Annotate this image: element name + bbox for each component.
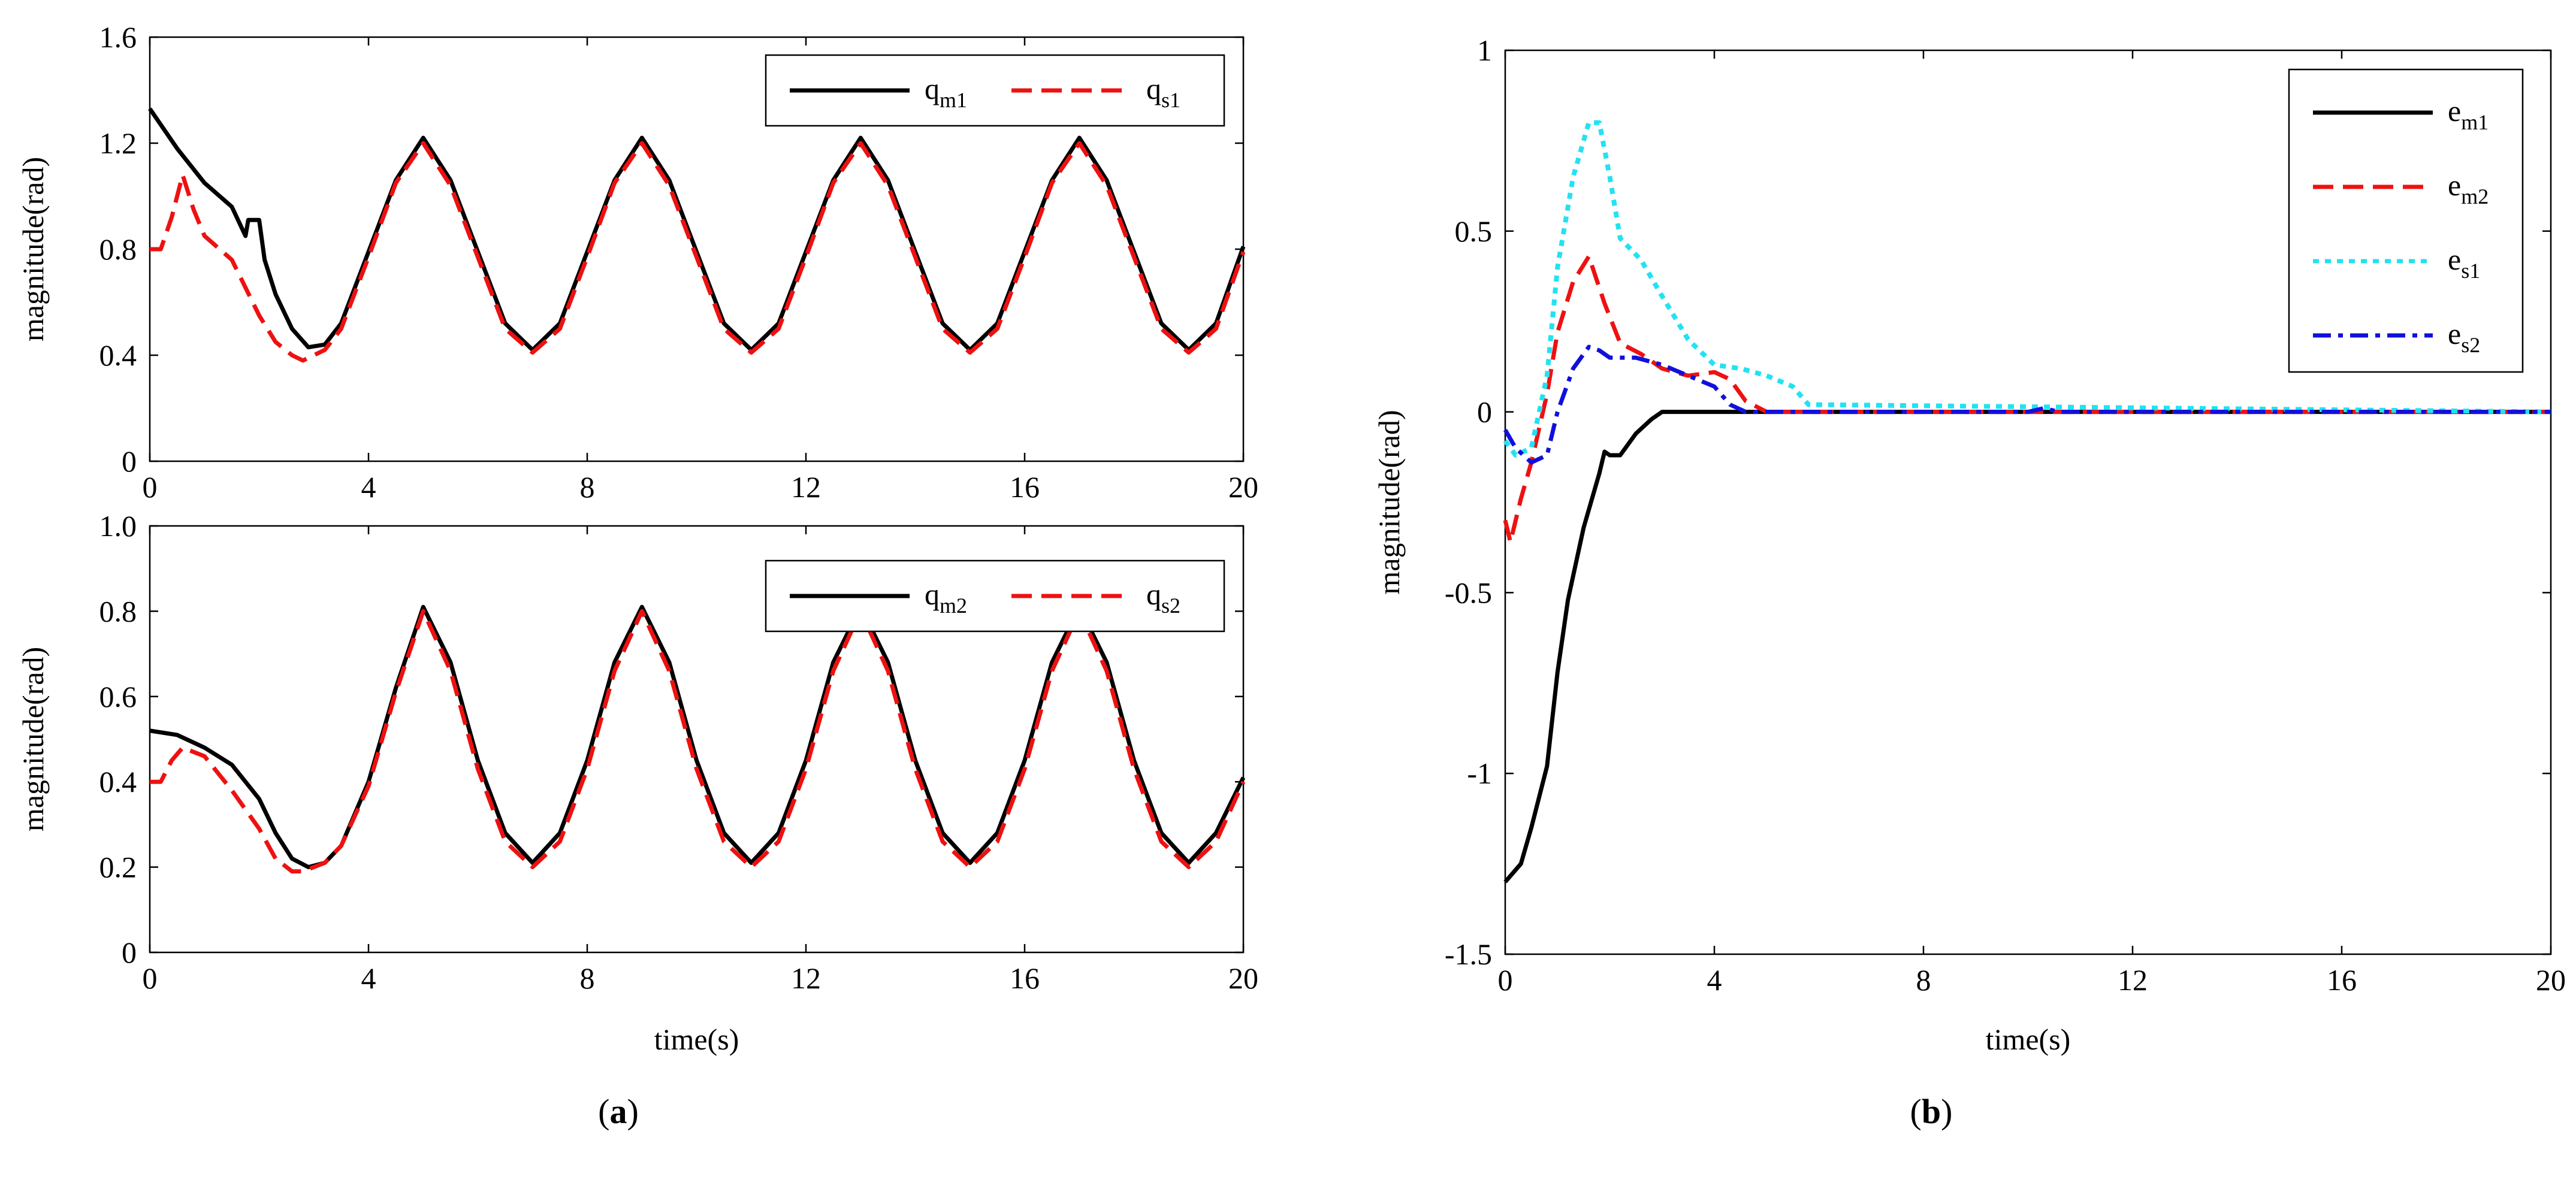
series-line-e-m1 (1503, 410, 2551, 884)
y-tick-label: 0.4 (99, 338, 137, 372)
y-tick-label: 0.8 (99, 232, 137, 266)
plot-frame (1504, 49, 2552, 955)
legend-label-q-s1: qs1 (1146, 72, 1180, 112)
legend-label-e-m2: em2 (2448, 168, 2489, 208)
x-tick-label: 16 (1010, 961, 1040, 995)
x-tick-label: 0 (143, 470, 158, 504)
series-line-q-s2 (150, 609, 1246, 874)
y-tick-label: -0.5 (1445, 576, 1492, 609)
y-tick-label: 0.5 (1455, 214, 1493, 248)
y-axis-label: magnitude(rad) (1372, 410, 1406, 594)
series-line-e-s1 (1503, 120, 2551, 458)
y-axis-label: magnitude(rad) (16, 157, 50, 341)
y-tick-label: 0.6 (99, 680, 137, 713)
y-tick-label: 1 (1477, 34, 1492, 67)
x-tick-label: 8 (580, 961, 595, 995)
x-tick-label: 4 (361, 961, 376, 995)
x-axis-label: time(s) (1986, 1022, 2071, 1056)
legend-label-q-m1: qm1 (925, 72, 967, 112)
plot-a-top: 0 4 8 12 16 20 0 0.4 0.8 1.2 1.6 magnitude(rad) qm1 q… (16, 20, 1258, 504)
legend-label-e-s2: es2 (2448, 317, 2480, 357)
x-tick-label: 20 (1228, 470, 1258, 504)
x-tick-label: 8 (1916, 963, 1931, 997)
legend-box (2288, 68, 2524, 373)
x-tick-label: 20 (1228, 961, 1258, 995)
x-tick-label: 0 (1498, 963, 1513, 997)
legend-label-e-m1: em1 (2448, 94, 2489, 134)
x-tick-label: 12 (2118, 963, 2148, 997)
y-tick-label: 0 (1477, 395, 1492, 429)
y-tick-label: 0.4 (99, 765, 137, 798)
series-line-e-m2 (1503, 254, 2551, 544)
y-tick-label: 1.2 (99, 126, 137, 160)
x-tick-label: 12 (791, 961, 821, 995)
series-line-q-s1 (150, 141, 1246, 363)
series-line-q-m2 (149, 604, 1246, 870)
x-tick-label: 20 (2536, 963, 2566, 997)
x-tick-label: 4 (361, 470, 376, 504)
x-tick-label: 12 (791, 470, 821, 504)
series-line-e-s2 (1503, 344, 2551, 465)
y-tick-label: 1.6 (99, 20, 137, 54)
plot-frame (149, 525, 1245, 954)
y-tick-label: 0 (122, 444, 137, 478)
legend-label-e-s1: es1 (2448, 243, 2480, 283)
x-tick-label: 16 (2327, 963, 2357, 997)
y-tick-label: 1.0 (99, 509, 137, 543)
y-tick-label: 0.8 (99, 594, 137, 628)
panel-label-b: (b) (1910, 1092, 1953, 1131)
plot-b: 0 4 8 12 16 20 -1.5 -1 -0.5 0 0.5 1 magnitude(rad) ti… (1372, 34, 2566, 1056)
y-tick-label: 0 (122, 936, 137, 969)
y-tick-label: -1.5 (1445, 937, 1492, 971)
x-tick-label: 0 (143, 961, 158, 995)
x-tick-label: 8 (580, 470, 595, 504)
x-tick-label: 4 (1707, 963, 1722, 997)
plot-a-bottom: 0 4 8 12 16 20 0 0.2 0.4 0.6 0.8 1.0 magnitude(rad) t… (16, 509, 1258, 1056)
x-tick-label: 16 (1010, 470, 1040, 504)
panel-label-a: (a) (598, 1092, 639, 1131)
x-axis-label: time(s) (654, 1022, 739, 1056)
legend-label-q-s2: qs2 (1146, 577, 1180, 618)
y-tick-label: -1 (1467, 757, 1492, 790)
y-tick-label: 0.2 (99, 851, 137, 884)
y-axis-label: magnitude(rad) (16, 647, 50, 831)
legend-label-q-m2: qm2 (925, 577, 967, 618)
